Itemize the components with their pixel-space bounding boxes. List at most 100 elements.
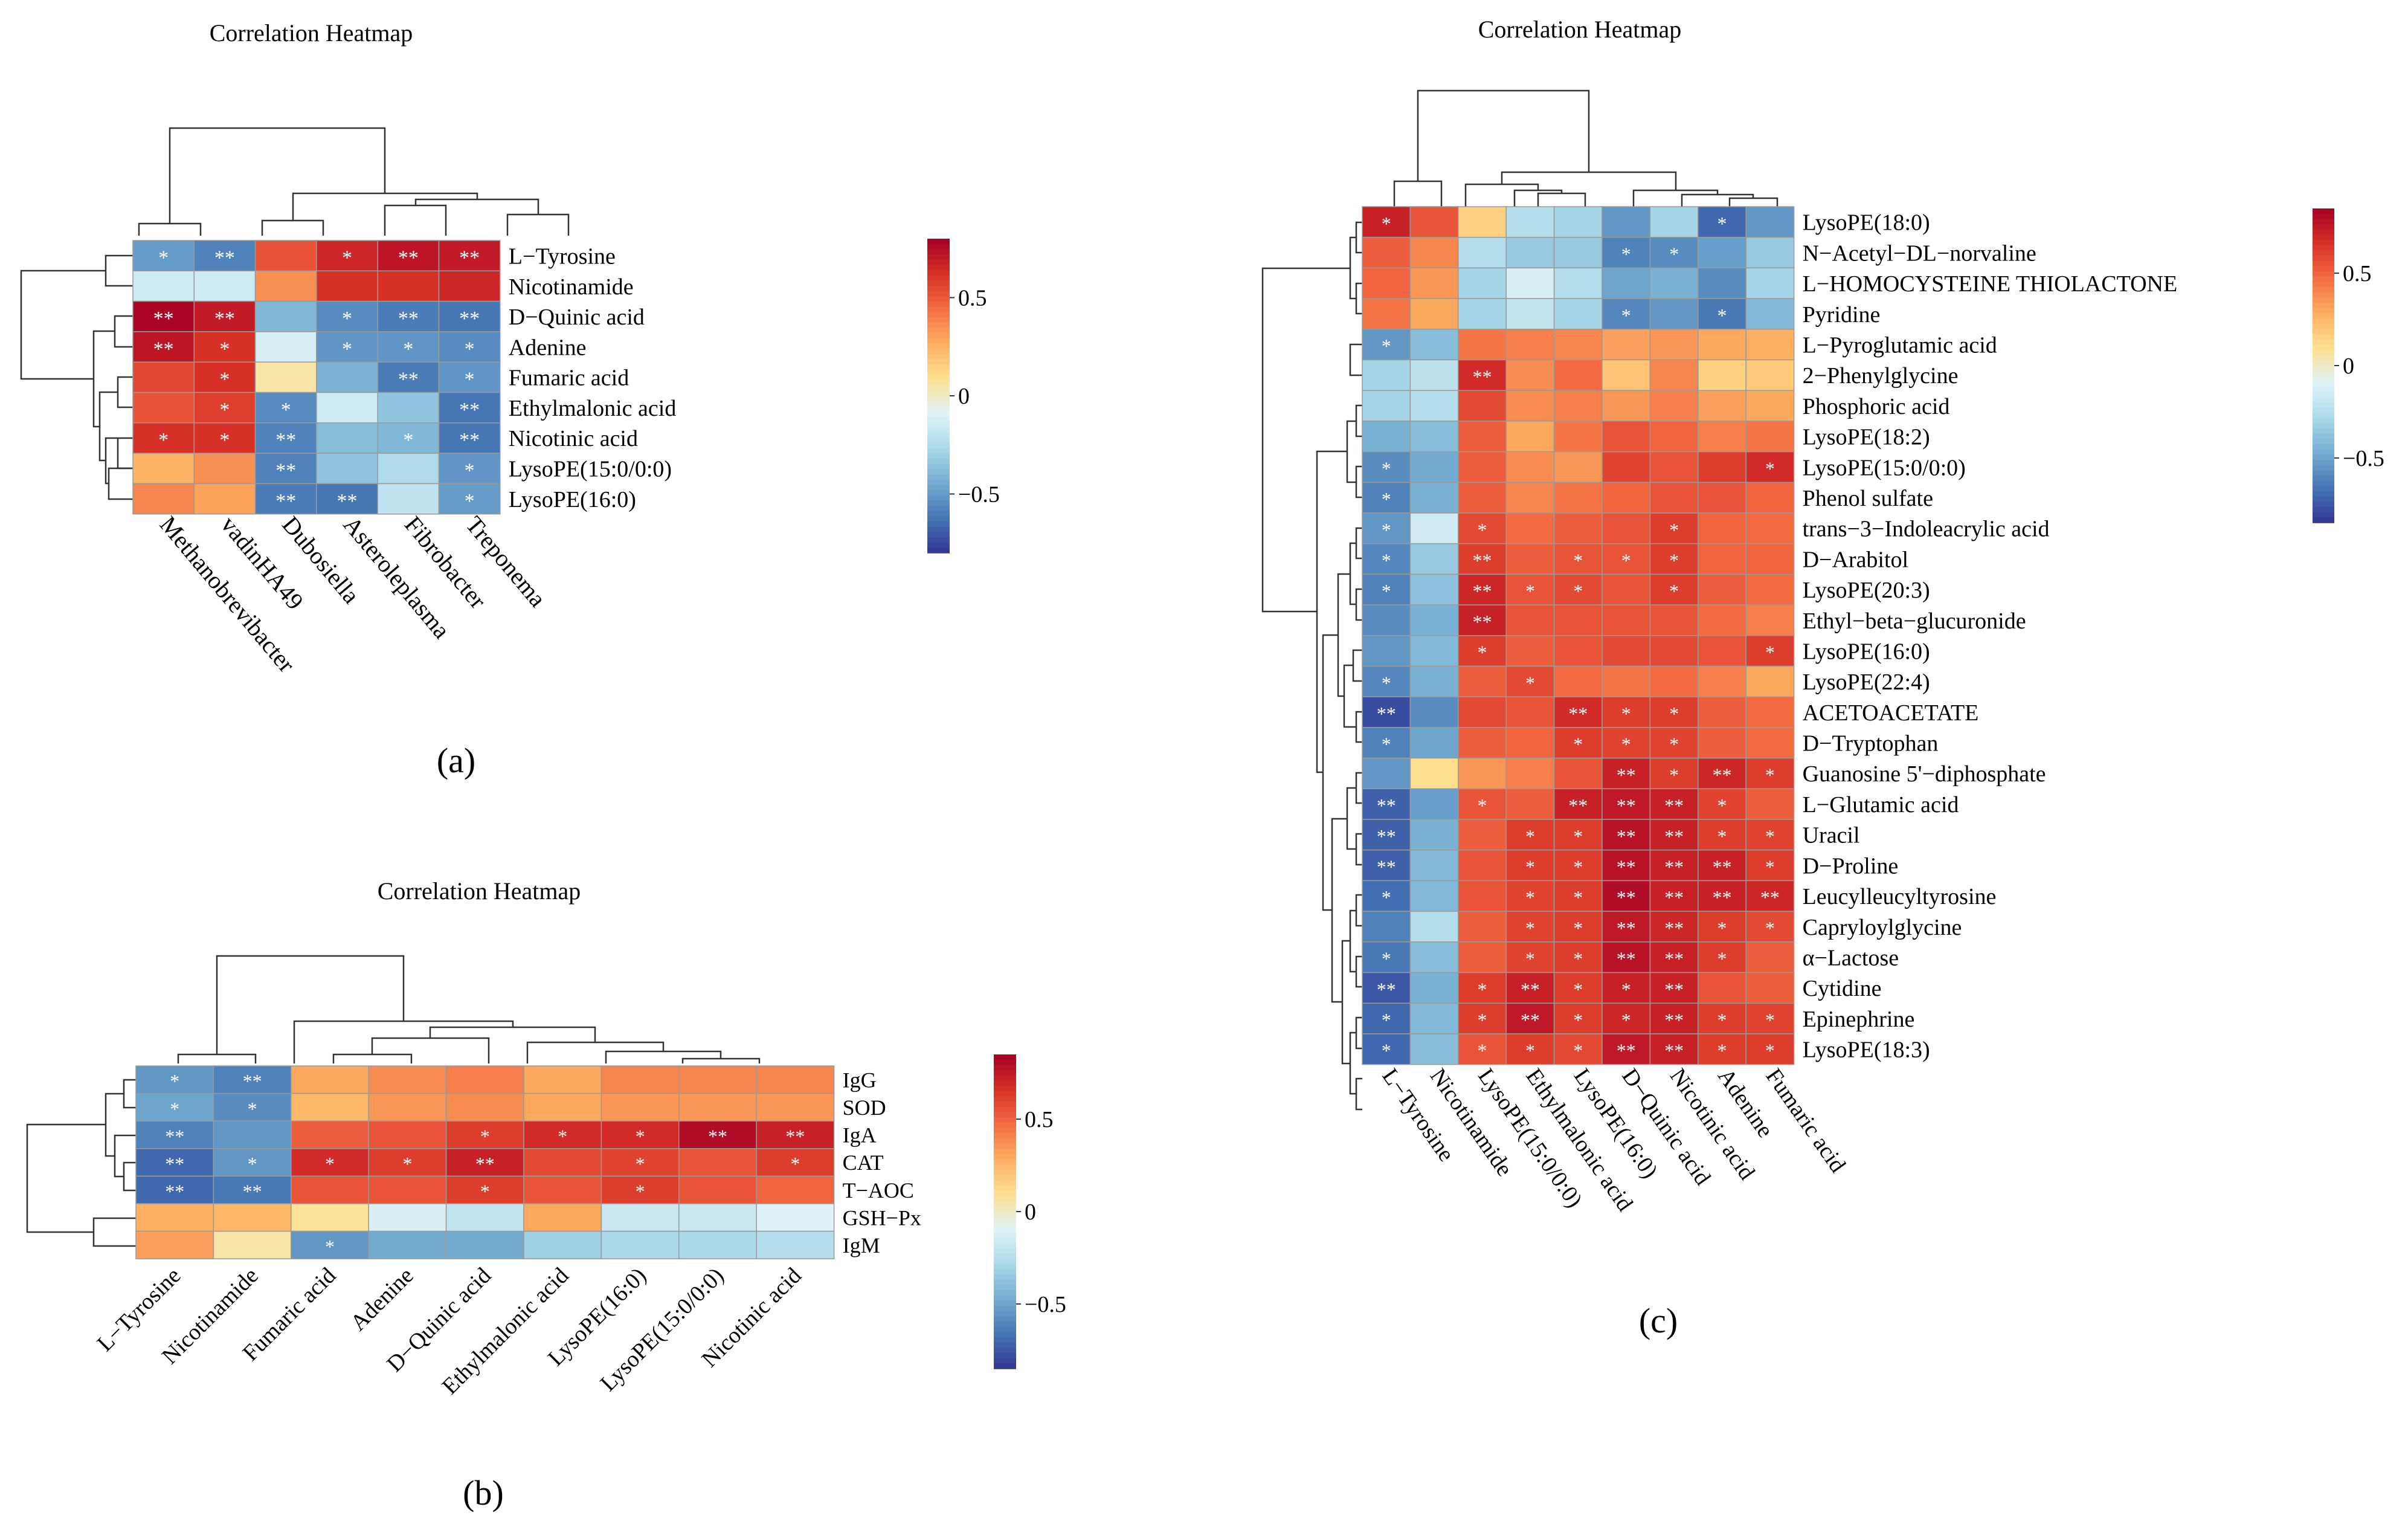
heatmap-cell xyxy=(1362,236,1411,269)
significance-marker: * xyxy=(1765,1040,1775,1062)
panel-a-col-labels: MethanobrevibactervadinHA49DubosiellaAst… xyxy=(155,511,552,678)
heatmap-cell xyxy=(1602,972,1651,1004)
heatmap-cell xyxy=(193,270,256,302)
significance-marker: ** xyxy=(1664,917,1684,939)
legend-swatch xyxy=(927,474,950,480)
heatmap-cell xyxy=(1553,941,1603,973)
legend-swatch xyxy=(994,1316,1016,1322)
significance-marker: * xyxy=(1573,978,1583,1000)
heatmap-cell xyxy=(193,240,256,272)
heatmap-cell xyxy=(1553,298,1603,330)
significance-marker: ** xyxy=(1568,703,1588,725)
heatmap-cell xyxy=(1458,512,1507,544)
row-label: IgM xyxy=(843,1233,880,1257)
heatmap-cell xyxy=(1745,206,1795,238)
legend-swatch xyxy=(994,1091,1016,1097)
col-label: Adenine xyxy=(346,1263,419,1336)
heatmap-cell xyxy=(1409,298,1459,330)
heatmap-cell xyxy=(368,1120,447,1149)
significance-marker: * xyxy=(1669,580,1679,602)
significance-marker: * xyxy=(1717,917,1727,939)
heatmap-cell xyxy=(1745,329,1795,361)
significance-marker: ** xyxy=(165,1181,184,1202)
row-label: L−HOMOCYSTEINE THIOLACTONE xyxy=(1803,271,2178,297)
heatmap-cell xyxy=(1553,604,1603,636)
legend-swatch xyxy=(927,275,950,282)
heatmap-cell xyxy=(1602,329,1651,361)
heatmap-cell xyxy=(1458,911,1507,943)
legend-swatch xyxy=(2313,329,2334,335)
legend-swatch xyxy=(2313,339,2334,346)
heatmap-cell xyxy=(135,1065,214,1094)
significance-marker: * xyxy=(281,399,291,421)
heatmap-cell xyxy=(1505,880,1555,912)
legend-swatch xyxy=(2313,476,2334,482)
row-label: Pyridine xyxy=(1803,302,1881,328)
panel-b-row-labels: IgG SOD IgA CAT T−AOC GSH−Px IgM xyxy=(843,1068,921,1257)
legend-swatch xyxy=(2313,360,2334,366)
panel-a-col-dendrogram xyxy=(138,127,570,236)
legend-tick-label: 0 xyxy=(1025,1199,1036,1225)
legend-swatch xyxy=(2313,454,2334,460)
legend-swatch xyxy=(927,532,950,538)
heatmap-cell xyxy=(1409,941,1459,973)
heatmap-cell xyxy=(438,453,501,485)
heatmap-cell xyxy=(1553,206,1603,238)
legend-swatch xyxy=(994,1196,1016,1202)
significance-marker: * xyxy=(1525,580,1535,602)
legend-swatch xyxy=(2313,444,2334,450)
heatmap-cell xyxy=(1409,329,1459,361)
heatmap-cell xyxy=(135,1148,214,1177)
legend-swatch xyxy=(994,1248,1016,1254)
legend-swatch xyxy=(994,1363,1016,1369)
legend-swatch xyxy=(927,343,950,349)
legend-tick-label: −0.5 xyxy=(2343,446,2384,471)
significance-marker: * xyxy=(790,1153,800,1175)
panel-c-row-labels: LysoPE(18:0) N−Acetyl−DL−norvaline L−HOMOC… xyxy=(1803,210,2178,1063)
heatmap-cell xyxy=(254,240,317,272)
significance-marker: * xyxy=(248,1153,257,1175)
heatmap-cell xyxy=(193,331,256,363)
legend-swatch xyxy=(927,406,950,412)
legend-swatch xyxy=(927,453,950,459)
legend-swatch xyxy=(2313,480,2334,487)
significance-marker: * xyxy=(170,1098,179,1120)
significance-marker: * xyxy=(1621,978,1631,1000)
row-label: α−Lactose xyxy=(1803,946,1899,971)
heatmap-cell xyxy=(1698,911,1746,943)
legend-swatch xyxy=(994,1274,1016,1280)
heatmap-cell xyxy=(1505,267,1555,299)
legend-swatch xyxy=(2313,376,2334,382)
legend-swatch xyxy=(927,506,950,512)
heatmap-cell xyxy=(600,1203,680,1232)
significance-marker: * xyxy=(480,1125,490,1147)
heatmap-cell xyxy=(291,1230,369,1259)
legend-swatch xyxy=(927,364,950,370)
significance-marker: ** xyxy=(398,247,419,269)
heatmap-cell xyxy=(1553,573,1603,605)
heatmap-cell xyxy=(600,1093,680,1122)
heatmap-cell xyxy=(1745,543,1795,575)
heatmap-cell xyxy=(1553,788,1603,820)
heatmap-cell xyxy=(678,1230,757,1259)
heatmap-cell xyxy=(1649,329,1699,361)
heatmap-cell xyxy=(377,453,440,485)
heatmap-cell xyxy=(316,422,378,454)
heatmap-cell xyxy=(316,453,378,485)
heatmap-cell xyxy=(1553,911,1603,943)
legend-swatch xyxy=(994,1290,1016,1296)
legend-swatch xyxy=(927,375,950,381)
heatmap-cell xyxy=(1553,451,1603,483)
significance-marker: ** xyxy=(1617,825,1636,847)
heatmap-cell xyxy=(1505,972,1555,1004)
heatmap-cell xyxy=(1409,1002,1459,1035)
heatmap-cell xyxy=(1745,972,1795,1004)
legend-swatch xyxy=(927,333,950,339)
legend-swatch xyxy=(927,265,950,271)
panel-b-title: Correlation Heatmap xyxy=(378,877,581,905)
heatmap-cell xyxy=(1505,696,1555,728)
heatmap-cell xyxy=(445,1230,524,1259)
legend-swatch xyxy=(2313,439,2334,445)
legend-swatch xyxy=(994,1342,1016,1349)
